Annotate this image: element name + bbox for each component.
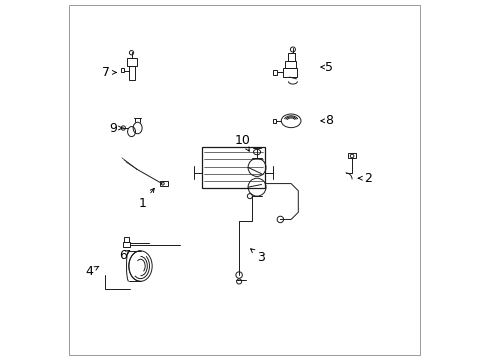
Bar xyxy=(122,242,130,247)
Bar xyxy=(128,66,135,80)
Bar xyxy=(273,69,277,75)
Text: 5: 5 xyxy=(320,60,332,73)
Bar xyxy=(126,58,137,66)
Text: 8: 8 xyxy=(320,114,332,127)
Bar xyxy=(272,119,276,123)
Bar xyxy=(160,181,168,186)
Text: 1: 1 xyxy=(138,188,154,210)
Text: 9: 9 xyxy=(109,122,123,135)
Bar xyxy=(202,147,264,188)
Bar xyxy=(287,53,295,61)
Text: 7: 7 xyxy=(102,66,116,79)
Bar xyxy=(282,68,297,77)
Bar xyxy=(121,68,124,72)
Text: 2: 2 xyxy=(358,172,371,185)
Bar xyxy=(124,237,129,242)
Text: 10: 10 xyxy=(234,134,250,151)
Bar xyxy=(348,153,356,158)
Bar xyxy=(285,61,295,68)
Text: 6: 6 xyxy=(119,249,129,262)
Text: 3: 3 xyxy=(250,249,264,264)
Text: 4: 4 xyxy=(85,265,99,278)
